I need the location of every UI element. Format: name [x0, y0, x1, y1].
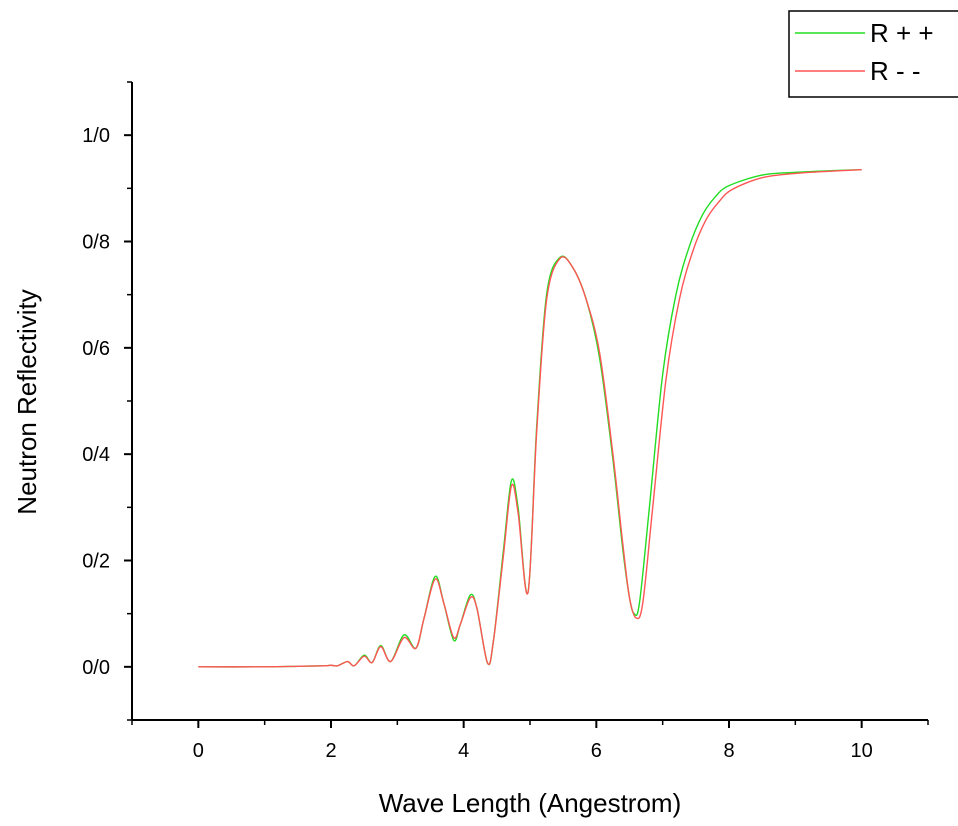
x-tick-label: 8: [723, 740, 734, 762]
y-tick-label: 0/2: [82, 551, 110, 573]
x-tick-label: 6: [591, 740, 602, 762]
x-tick-label: 4: [458, 740, 469, 762]
y-tick-label: 1/0: [82, 125, 110, 147]
series-line-2: [198, 169, 862, 668]
y-tick-label: 0/8: [82, 232, 110, 254]
series-line-1: [198, 169, 862, 668]
legend-box: [788, 10, 958, 98]
x-tick-label: 0: [193, 740, 204, 762]
y-axis-title: Neutron Reflectivity: [12, 289, 42, 514]
y-tick-label: 0/4: [82, 444, 110, 466]
axes: 0 2 4 6 8 10 0/0 0/2 0/4 0/6 0/8 1/0: [82, 81, 929, 762]
x-tick-label: 2: [325, 740, 336, 762]
series-layer: [198, 169, 862, 668]
x-axis-title: Wave Length (Angestrom): [379, 788, 682, 818]
legend: R + + R - -: [788, 10, 958, 98]
legend-label: R + +: [870, 18, 934, 48]
x-tick-label: 10: [851, 740, 873, 762]
y-tick-label: 0/6: [82, 338, 110, 360]
y-tick-label: 0/0: [82, 657, 110, 679]
legend-label: R - -: [870, 56, 921, 86]
